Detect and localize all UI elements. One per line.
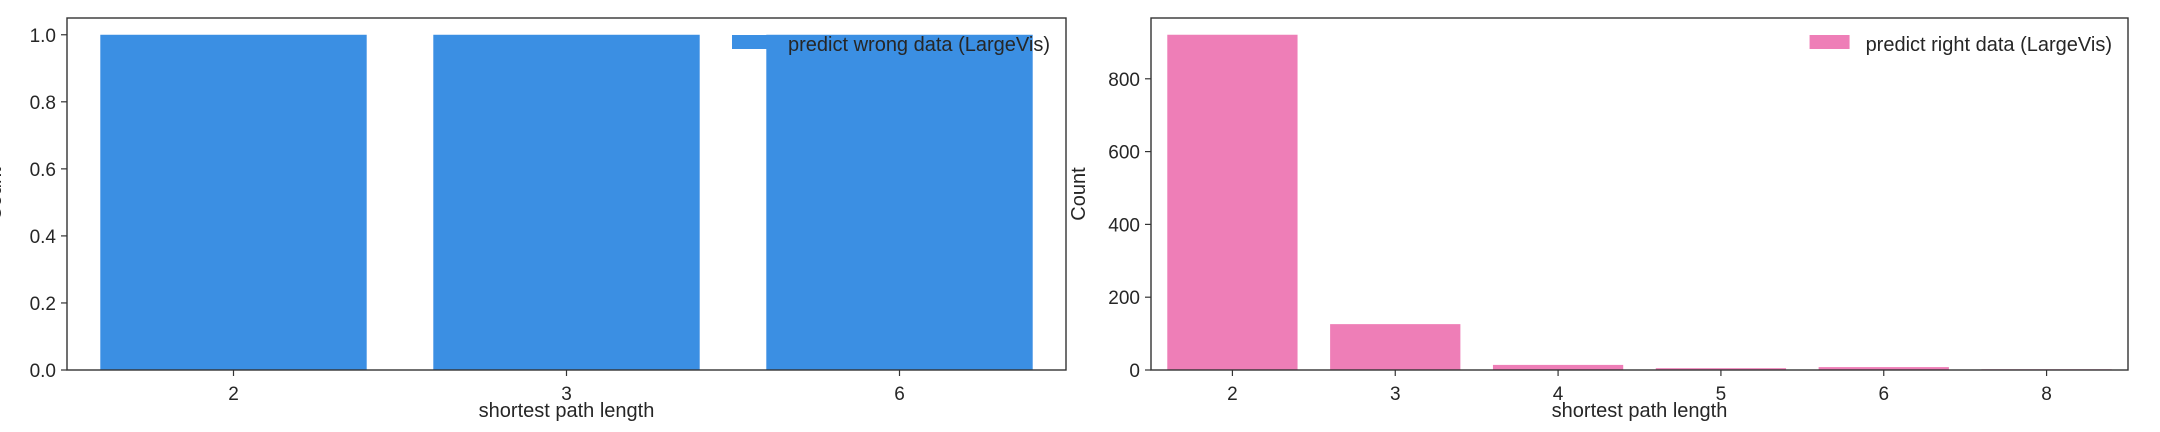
y-tick-label: 400	[1108, 215, 1140, 236]
y-tick-label: 0.8	[30, 93, 56, 114]
bar-2	[100, 34, 367, 371]
chart-panel-left: 2 3 6 0.0 0.2 0.4 0.6 0.8 1.0 shortest path lengt…	[0, 17, 1067, 422]
y-tick-label: 0.6	[30, 160, 56, 181]
plot-frame	[1150, 17, 2129, 371]
y-axis-title: Count	[1068, 167, 1090, 221]
y-tick-label: 200	[1108, 288, 1140, 309]
legend-swatch	[1809, 35, 1850, 49]
x-tick-label: 3	[1390, 384, 1401, 405]
x-tick-label: 2	[1227, 384, 1238, 405]
legend: predict right data (LargeVis)	[1809, 34, 2112, 56]
x-tick-label: 2	[228, 384, 239, 405]
bar-3	[433, 34, 700, 371]
x-tick-label: 8	[2041, 384, 2052, 405]
x-axis-title: shortest path length	[479, 400, 655, 422]
legend-label: predict right data (LargeVis)	[1866, 34, 2112, 56]
bar-6	[766, 34, 1033, 371]
y-tick-label: 0	[1129, 361, 1140, 382]
x-tick-label: 6	[894, 384, 905, 405]
y-tick-label: 600	[1108, 143, 1140, 164]
y-axis-title: Count	[0, 167, 6, 221]
x-tick-label: 3	[561, 384, 572, 405]
y-tick-label: 0.0	[30, 361, 56, 382]
x-axis-title: shortest path length	[1552, 400, 1728, 422]
bar-4	[1492, 364, 1624, 370]
bar-5	[1655, 368, 1787, 370]
bar-6	[1818, 367, 1949, 370]
bar-3	[1330, 324, 1461, 370]
y-tick-label: 0.2	[30, 294, 56, 315]
legend: predict wrong data (LargeVis)	[732, 34, 1050, 56]
legend-swatch	[732, 35, 772, 49]
x-tick-label: 5	[1716, 384, 1727, 405]
legend-label: predict wrong data (LargeVis)	[788, 34, 1050, 56]
y-tick-label: 0.4	[30, 227, 57, 248]
x-tick-label: 4	[1553, 384, 1564, 405]
y-tick-label: 1.0	[30, 26, 56, 47]
chart-panel-right: 2 3 4 5 6 8 0 200 400 600 800 shortest path length C…	[1068, 17, 2129, 422]
y-tick-label: 800	[1108, 70, 1140, 91]
x-tick-label: 6	[1878, 384, 1889, 405]
bar-2	[1167, 34, 1298, 371]
